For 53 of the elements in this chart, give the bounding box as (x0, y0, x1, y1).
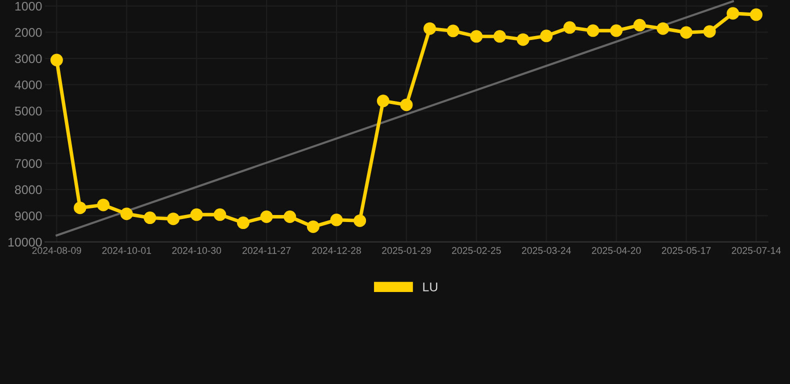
legend-label: LU (423, 282, 438, 292)
y-tick-label: 10000 (8, 238, 42, 247)
y-tick-label: 6000 (15, 132, 42, 142)
y-tick-label: 8000 (14, 185, 42, 194)
x-tick-label: 2024-10-01 (102, 247, 152, 254)
x-tick-label: 2024-11-27 (242, 247, 291, 254)
point (633, 18, 646, 32)
point (120, 208, 133, 220)
point (330, 214, 343, 226)
y-tick-label: 4000 (14, 80, 42, 90)
point (376, 94, 390, 108)
point (354, 214, 366, 227)
point (424, 22, 436, 35)
point (656, 22, 670, 35)
y-tick-label: 9000 (15, 212, 42, 220)
point (540, 30, 553, 42)
x-tick-label: 2025-03-24 (522, 247, 571, 254)
point (563, 21, 576, 34)
point (680, 26, 693, 39)
point (470, 30, 483, 43)
x-tick-label: 2024-10-30 (172, 247, 222, 254)
x-tick-label: 2025-01-29 (382, 247, 431, 254)
point (446, 24, 460, 38)
y-tick-label: 7000 (15, 159, 42, 168)
x-tick-label: 2025-07-14 (732, 247, 781, 254)
x-tick-label: 2025-05-17 (662, 247, 711, 254)
point (400, 98, 413, 112)
point (586, 24, 600, 37)
y-tick-label: 3000 (14, 54, 42, 64)
y-tick-label: 2000 (15, 28, 42, 37)
point (610, 24, 623, 37)
point (306, 220, 320, 233)
point (190, 208, 203, 221)
x-tick-label: 2025-04-20 (592, 247, 641, 254)
point (214, 208, 226, 221)
point (703, 25, 716, 38)
y-tick-label: 1000 (15, 2, 42, 11)
point (74, 202, 86, 214)
y-tick-label: 5000 (14, 106, 42, 116)
point (493, 30, 506, 43)
point (260, 210, 273, 224)
point (97, 198, 110, 212)
x-tick-label: 2025-02-25 (452, 247, 501, 254)
point (167, 212, 180, 226)
x-tick-label: 2024-08-09 (32, 247, 82, 254)
point (750, 8, 762, 21)
point (516, 33, 530, 46)
point (50, 54, 63, 66)
point (284, 210, 296, 224)
x-tick-label: 2024-12-28 (312, 247, 361, 254)
point (144, 212, 156, 224)
point (236, 216, 250, 230)
point (726, 7, 740, 20)
